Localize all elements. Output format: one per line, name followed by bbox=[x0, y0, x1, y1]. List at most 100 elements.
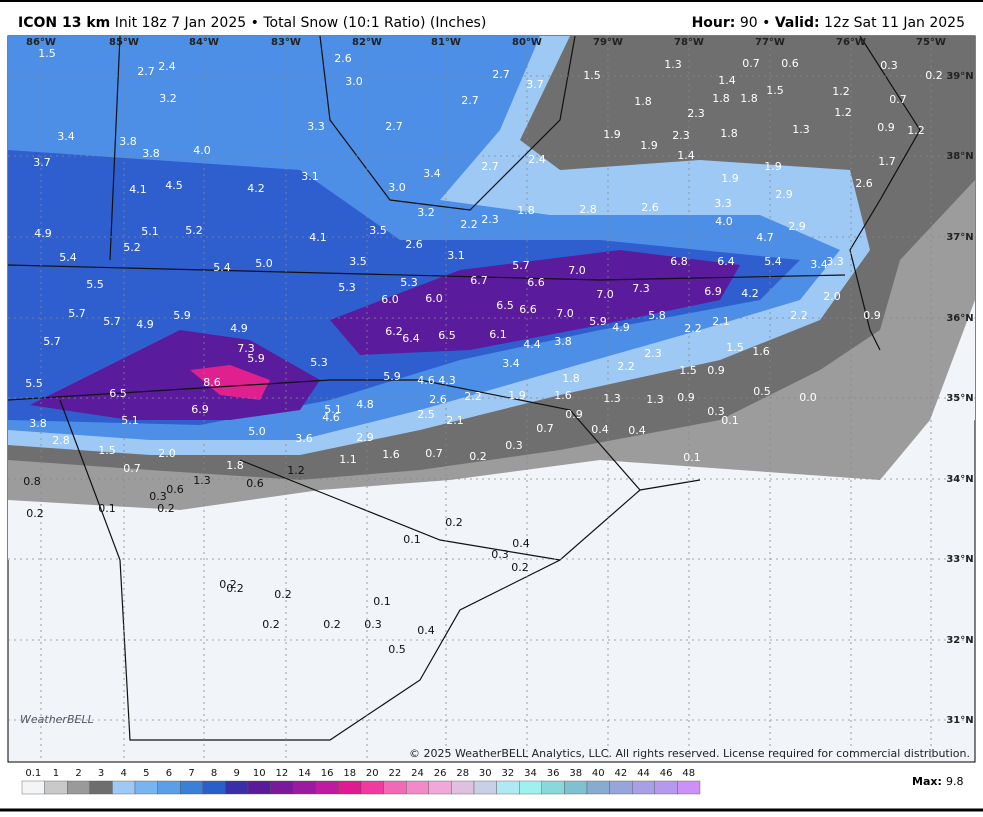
snow-amount: 7.3 bbox=[632, 282, 650, 295]
snow-amount: 4.5 bbox=[165, 179, 183, 192]
logo: WeatherBELL bbox=[20, 713, 94, 726]
snow-amount: 1.8 bbox=[634, 95, 652, 108]
longitude-label: 78°W bbox=[674, 37, 704, 48]
snow-amount: 0.4 bbox=[512, 537, 530, 550]
snow-amount: 1.9 bbox=[721, 172, 739, 185]
snow-amount: 3.4 bbox=[810, 258, 828, 271]
colorbar-label: 7 bbox=[188, 768, 194, 779]
snow-amount: 3.3 bbox=[826, 255, 844, 268]
snow-amount: 1.5 bbox=[38, 47, 56, 60]
snow-amount: 2.9 bbox=[788, 220, 806, 233]
snow-amount: 0.2 bbox=[274, 588, 292, 601]
bullet: • bbox=[762, 15, 770, 31]
snow-amount: 2.2 bbox=[460, 218, 478, 231]
colorbar-label: 6 bbox=[166, 768, 172, 779]
snow-amount: 5.3 bbox=[310, 356, 328, 369]
colorbar-label: 44 bbox=[637, 768, 650, 779]
bullet: • bbox=[251, 15, 259, 31]
snow-amount: 5.1 bbox=[324, 403, 342, 416]
snow-amount: 0.9 bbox=[707, 364, 725, 377]
snow-amount: 5.1 bbox=[141, 225, 159, 238]
snow-amount: 4.0 bbox=[715, 215, 733, 228]
snow-amount: 5.7 bbox=[43, 335, 61, 348]
snow-amount: 4.3 bbox=[438, 374, 456, 387]
colorbar-swatch bbox=[451, 780, 475, 795]
snow-amount: 0.7 bbox=[123, 462, 141, 475]
latitude-label: 38°N bbox=[946, 151, 973, 162]
snow-amount: 0.5 bbox=[388, 643, 406, 656]
snow-amount: 6.0 bbox=[381, 293, 399, 306]
snow-amount: 1.8 bbox=[712, 92, 730, 105]
snow-amount: 1.3 bbox=[193, 474, 211, 487]
colorbar-swatch bbox=[338, 780, 362, 795]
latitude-label: 35°N bbox=[946, 393, 973, 404]
snow-amount: 3.7 bbox=[33, 156, 51, 169]
snow-amount: 3.8 bbox=[554, 335, 572, 348]
snow-amount: 0.1 bbox=[373, 595, 391, 608]
snow-amount: 5.3 bbox=[338, 281, 356, 294]
colorbar-label: 32 bbox=[502, 768, 515, 779]
snow-amount: 5.5 bbox=[25, 377, 43, 390]
snow-amount: 0.1 bbox=[403, 533, 421, 546]
longitude-label: 79°W bbox=[593, 37, 623, 48]
snow-amount: 3.4 bbox=[423, 167, 441, 180]
colorbar-swatch bbox=[654, 780, 678, 795]
snow-amount: 5.9 bbox=[383, 370, 401, 383]
snow-amount: 5.0 bbox=[248, 425, 266, 438]
colorbar-label: 16 bbox=[321, 768, 334, 779]
snow-amount: 3.2 bbox=[159, 92, 177, 105]
colorbar-swatch bbox=[428, 780, 452, 795]
snow-amount: 5.9 bbox=[589, 315, 607, 328]
snow-amount: 5.2 bbox=[185, 224, 203, 237]
colorbar-swatch bbox=[134, 780, 158, 795]
colorbar-swatch bbox=[112, 780, 136, 795]
colorbar-label: 14 bbox=[298, 768, 311, 779]
longitude-label: 75°W bbox=[916, 37, 946, 48]
snow-amount: 0.7 bbox=[742, 57, 760, 70]
snow-amount: 2.4 bbox=[158, 60, 176, 73]
snow-amount: 2.3 bbox=[481, 213, 499, 226]
hour-label: Hour: bbox=[692, 15, 736, 31]
snow-amount: 2.8 bbox=[579, 203, 597, 216]
colorbar-label: 2 bbox=[75, 768, 81, 779]
snow-amount: 1.4 bbox=[677, 149, 695, 162]
colorbar-swatch bbox=[179, 780, 203, 795]
colorbar-swatch bbox=[406, 780, 430, 795]
snow-amount: 0.6 bbox=[781, 57, 799, 70]
snow-amount: 0.6 bbox=[246, 477, 264, 490]
snow-amount: 1.3 bbox=[646, 393, 664, 406]
colorbar-swatch bbox=[586, 780, 610, 795]
colorbar-swatch bbox=[519, 780, 543, 795]
colorbar-swatch bbox=[89, 780, 113, 795]
snow-amount: 0.2 bbox=[26, 507, 44, 520]
init: Init 18z 7 Jan 2025 bbox=[115, 15, 246, 31]
snow-amount: 0.3 bbox=[505, 439, 523, 452]
colorbar-label: 46 bbox=[660, 768, 673, 779]
snow-amount: 0.2 bbox=[445, 516, 463, 529]
snow-amount: 5.1 bbox=[121, 414, 139, 427]
colorbar-swatch bbox=[247, 780, 271, 795]
snow-amount: 3.0 bbox=[388, 181, 406, 194]
snow-amount: 3.3 bbox=[307, 120, 325, 133]
snow-amount: 0.7 bbox=[536, 422, 554, 435]
snow-amount: 3.6 bbox=[295, 432, 313, 445]
snow-amount: 0.9 bbox=[677, 391, 695, 404]
snow-amount: 1.5 bbox=[726, 341, 744, 354]
snow-amount: 0.7 bbox=[889, 93, 907, 106]
longitude-label: 82°W bbox=[352, 37, 382, 48]
latitude-label: 32°N bbox=[946, 635, 973, 646]
copyright: © 2025 WeatherBELL Analytics, LLC. All r… bbox=[409, 747, 970, 760]
snow-amount: 0.1 bbox=[683, 451, 701, 464]
colorbar-swatch bbox=[44, 780, 68, 795]
snow-amount: 3.8 bbox=[29, 417, 47, 430]
snow-amount: 1.5 bbox=[583, 69, 601, 82]
snow-amount: 0.2 bbox=[925, 69, 943, 82]
snow-amount: 6.2 bbox=[385, 325, 403, 338]
snow-amount: 6.5 bbox=[438, 329, 456, 342]
snow-amount: 8.6 bbox=[203, 376, 221, 389]
snow-amount: 0.2 bbox=[323, 618, 341, 631]
colorbar-label: 22 bbox=[389, 768, 402, 779]
snow-amount: 5.4 bbox=[59, 251, 77, 264]
snow-amount: 2.3 bbox=[644, 347, 662, 360]
colorbar-swatch bbox=[315, 780, 339, 795]
